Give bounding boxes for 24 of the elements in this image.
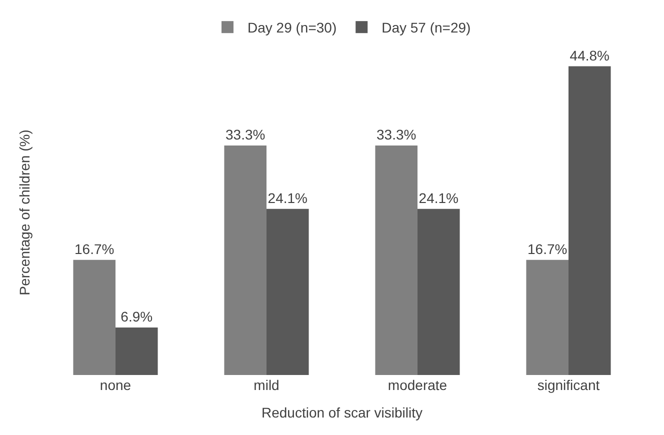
data-label: 16.7% [74, 240, 114, 257]
bar [116, 327, 158, 375]
y-axis-title: Percentage of children (%) [16, 130, 33, 296]
data-label: 6.9% [120, 308, 153, 324]
data-label: 16.7% [528, 240, 568, 257]
data-label: 33.3% [376, 126, 416, 143]
data-label: 24.1% [418, 190, 458, 206]
data-label: 33.3% [226, 126, 266, 143]
x-tick-label: moderate [388, 377, 448, 393]
bar [568, 66, 611, 375]
bar [73, 260, 116, 375]
x-axis-title: Reduction of scar visibility [261, 404, 423, 420]
x-tick-label: mild [254, 377, 280, 393]
bar [418, 208, 460, 375]
bar [224, 146, 266, 375]
legend-label: Day 29 (n=30) [248, 20, 337, 36]
data-label: 24.1% [268, 190, 308, 206]
bar [266, 208, 309, 375]
x-tick-label: none [100, 377, 132, 393]
bar [526, 260, 568, 375]
legend-label: Day 57 (n=29) [382, 20, 471, 36]
data-label: 44.8% [570, 47, 610, 64]
x-tick-label: significant [537, 377, 600, 393]
bar [375, 146, 418, 375]
